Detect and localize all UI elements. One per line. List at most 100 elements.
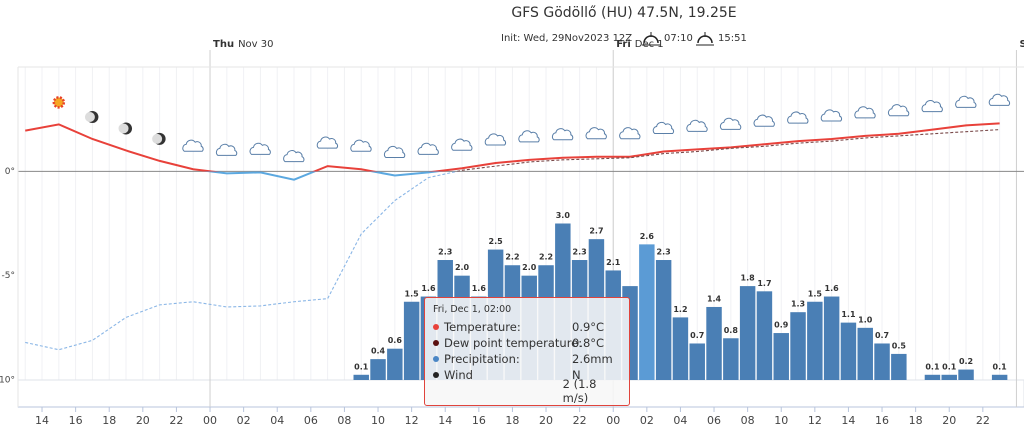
bar-label: 1.4 — [707, 294, 722, 303]
weather-icon — [417, 142, 439, 155]
x-tick-label: 14 — [35, 414, 49, 427]
bar-label: 1.6 — [421, 284, 436, 293]
dewpoint-line — [25, 129, 1000, 351]
bar-label: 2.0 — [522, 263, 537, 272]
bar-label: 1.2 — [673, 305, 687, 314]
x-tick-label: 06 — [304, 414, 318, 427]
x-tick-label: 22 — [169, 414, 183, 427]
weather-icon — [484, 133, 507, 146]
weather-icon — [686, 119, 708, 132]
precip-bar — [739, 286, 756, 380]
weather-icon — [518, 130, 540, 143]
weather-icon — [551, 128, 574, 141]
precip-bar — [874, 343, 890, 380]
x-tick-label: 12 — [405, 414, 419, 427]
weather-icon — [118, 123, 129, 134]
day-label: Thu Nov 30 — [213, 39, 273, 50]
x-tick-label: 14 — [841, 414, 855, 427]
x-tick-label: 16 — [69, 414, 83, 427]
weather-icon — [719, 117, 742, 130]
weather-icon — [988, 93, 1011, 106]
weather-icon — [585, 127, 607, 140]
weather-icon — [182, 139, 204, 152]
tooltip-title: Fri, Dec 1, 02:00 — [433, 304, 512, 315]
bar-label: 1.5 — [808, 289, 823, 298]
precip-bar — [790, 312, 806, 380]
precip-bar — [639, 244, 655, 380]
weather-icon — [283, 150, 305, 163]
x-tick-label: 10 — [774, 414, 788, 427]
tooltip: Fri, Dec 1, 02:00 Temperature: 0.9°C Dew p… — [424, 297, 630, 406]
tooltip-row: Temperature: 0.9°C — [433, 319, 621, 335]
tooltip-label: Dew point temperature: — [444, 336, 583, 350]
bar-label: 1.6 — [472, 284, 487, 293]
x-tick-label: 14 — [438, 414, 452, 427]
weather-icon — [350, 139, 372, 152]
bar-label: 0.1 — [993, 362, 1008, 371]
x-tick-label: 18 — [909, 414, 923, 427]
x-tick-label: 02 — [237, 414, 251, 427]
weather-icon — [451, 138, 473, 151]
x-tick-label: 08 — [741, 414, 755, 427]
tooltip-dot — [433, 372, 439, 378]
tooltip-dot — [433, 324, 439, 330]
y-tick-label: -10° — [0, 376, 15, 386]
x-tick-label: 12 — [808, 414, 822, 427]
weather-icon — [955, 95, 977, 108]
x-tick-label: 18 — [102, 414, 116, 427]
tooltip-dot — [433, 388, 439, 394]
x-tick-label: 20 — [136, 414, 150, 427]
weather-icon — [52, 96, 66, 109]
tooltip-value: 0.8°C — [572, 336, 605, 350]
tooltip-value: 0.9°C — [572, 320, 605, 334]
bar-label: 2.6 — [640, 232, 655, 241]
x-tick-label: 06 — [707, 414, 721, 427]
bar-label: 2.2 — [539, 253, 553, 262]
x-tick-label: 18 — [505, 414, 519, 427]
bar-label: 1.0 — [858, 315, 873, 324]
bar-label: 1.7 — [757, 279, 771, 288]
day-label: Fri Dec 1 — [616, 39, 663, 50]
day-date: Dec 1 — [635, 39, 664, 50]
weather-icon — [887, 104, 910, 117]
precip-bar — [857, 327, 873, 380]
chart-subtitle: Init: Wed, 29Nov2023 12Z — [501, 33, 632, 44]
bar-label: 1.6 — [825, 284, 840, 293]
bar-label: 0.7 — [875, 331, 889, 340]
tooltip-value: 2 (1.8 m/s) — [562, 377, 597, 405]
tooltip-label: Precipitation: — [444, 352, 520, 366]
weather-icon — [820, 109, 843, 122]
x-tick-label: 08 — [337, 414, 351, 427]
precip-bar — [941, 374, 957, 380]
chart-title: GFS Gödöllő (HU) 47.5N, 19.25E — [511, 5, 736, 21]
weather-icon — [152, 133, 163, 144]
x-tick-label: 16 — [875, 414, 889, 427]
bar-label: 0.5 — [892, 341, 907, 350]
precip-bar — [387, 348, 403, 380]
x-tick-label: 00 — [203, 414, 217, 427]
x-tick-label: 10 — [371, 414, 385, 427]
weather-icon — [787, 111, 809, 124]
tooltip-row: Precipitation: 2.6mm — [433, 351, 621, 367]
x-tick-label: 20 — [539, 414, 553, 427]
bar-label: 0.2 — [959, 357, 973, 366]
precip-bar — [891, 353, 907, 380]
precip-bar — [991, 374, 1008, 380]
day-name: Thu — [213, 39, 234, 50]
weather-icon — [215, 143, 238, 156]
x-tick-label: 16 — [472, 414, 486, 427]
weather-icon — [249, 142, 271, 155]
bar-label: 0.8 — [724, 326, 739, 335]
bar-label: 1.8 — [741, 274, 756, 283]
x-tick-label: 04 — [673, 414, 687, 427]
x-tick-label: 00 — [606, 414, 620, 427]
precip-bar — [924, 374, 941, 380]
precip-bar — [773, 333, 789, 380]
tooltip-row: 2 (1.8 m/s) — [433, 377, 621, 405]
tooltip-dot — [433, 356, 439, 362]
y-tick-label: 0° — [5, 167, 15, 177]
temperature-line — [25, 122, 1000, 181]
sunrise-icon — [642, 32, 660, 46]
x-tick-label: 04 — [270, 414, 284, 427]
